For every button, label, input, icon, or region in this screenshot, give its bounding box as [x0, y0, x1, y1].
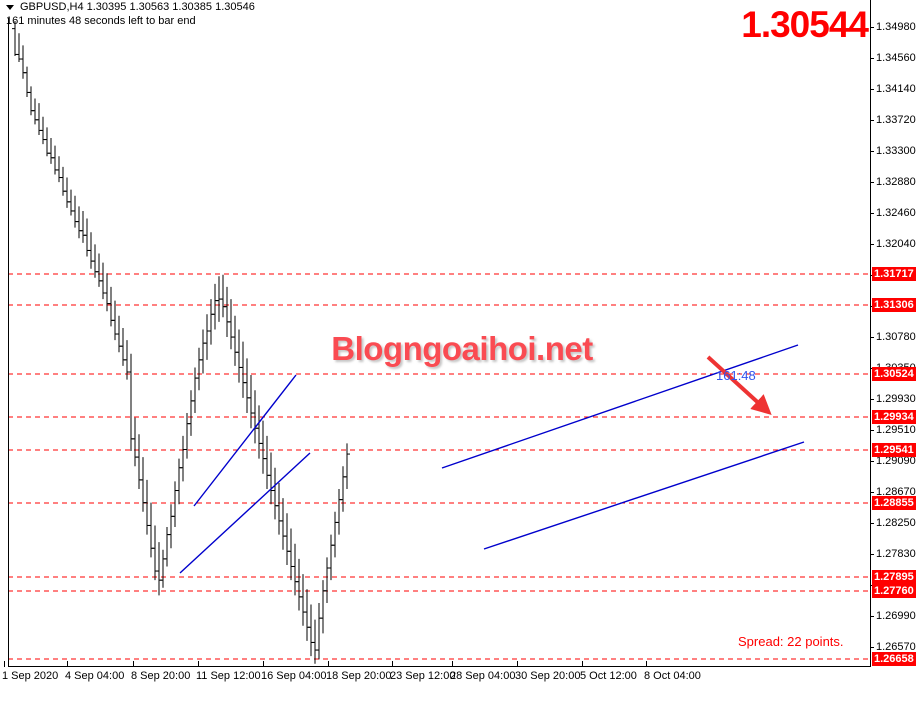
price-level-label[interactable]: 1.26658: [872, 652, 916, 666]
price-tick-label: 1.29510: [876, 424, 916, 436]
price-tick-mark: [870, 337, 874, 338]
time-tick-mark: [392, 661, 393, 667]
channel-2-lower[interactable]: [483, 441, 805, 550]
price-tick-label: 1.33720: [876, 114, 916, 126]
time-tick-label: 8 Oct 04:00: [644, 670, 701, 682]
time-tick-label: 23 Sep 12:00: [390, 670, 456, 682]
price-tick-mark: [870, 151, 874, 152]
price-tick-label: 1.28670: [876, 486, 916, 498]
price-tick-mark: [870, 58, 874, 59]
price-tick-mark: [870, 182, 874, 183]
time-tick-mark: [4, 661, 5, 667]
price-tick-label: 1.34560: [876, 52, 916, 64]
price-level-label[interactable]: 1.31306: [872, 298, 916, 312]
channel-1-upper[interactable]: [193, 374, 297, 507]
price-tick-label: 1.26990: [876, 610, 916, 622]
time-tick-mark: [328, 661, 329, 667]
time-tick-mark: [198, 661, 199, 667]
channel-2-upper[interactable]: [441, 344, 799, 469]
time-tick-mark: [646, 661, 647, 667]
chart-plot-area[interactable]: [8, 18, 870, 666]
time-tick-mark: [133, 661, 134, 667]
price-level-label[interactable]: 1.27895: [872, 570, 916, 584]
price-tick-mark: [870, 213, 874, 214]
time-axis[interactable]: 1 Sep 2020 4 Sep 04:00 8 Sep 20:00 11 Sep 1…: [0, 661, 870, 690]
caret-down-icon[interactable]: [6, 5, 14, 10]
price-level-label[interactable]: 1.28855: [872, 496, 916, 510]
time-tick-label: 16 Sep 04:00: [261, 670, 327, 682]
price-level-label[interactable]: 1.29541: [872, 443, 916, 457]
time-tick-mark: [67, 661, 68, 667]
price-tick-label: 1.29090: [876, 455, 916, 467]
price-tick-mark: [870, 430, 874, 431]
price-level-label[interactable]: 1.27760: [872, 584, 916, 598]
time-tick-label: 4 Sep 04:00: [65, 670, 125, 682]
site-watermark: Blogngoaihoi.net: [331, 330, 593, 367]
time-tick-label: 30 Sep 20:00: [515, 670, 581, 682]
price-tick-mark: [870, 244, 874, 245]
time-tick-mark: [517, 661, 518, 667]
price-level-label[interactable]: 1.30524: [872, 367, 916, 381]
time-tick-label: 5 Oct 12:00: [580, 670, 637, 682]
spread-note: Spread: 22 points.: [738, 634, 844, 649]
price-level-label[interactable]: 1.31717: [872, 267, 916, 281]
price-tick-mark: [870, 523, 874, 524]
price-tick-mark: [870, 461, 874, 462]
time-tick-mark: [263, 661, 264, 667]
price-tick-label: 1.32460: [876, 207, 916, 219]
bar-timer-text: 161 minutes 48 seconds left to bar end: [6, 15, 196, 27]
countdown-annotation-label: 161:48: [716, 368, 756, 383]
price-tick-mark: [870, 27, 874, 28]
entry-arrow[interactable]: [706, 355, 772, 416]
plot-left-border: [8, 18, 9, 666]
price-axis[interactable]: 1.34980 1.34560 1.34140 1.33720 1.33300 1.328…: [870, 0, 924, 667]
price-tick-mark: [870, 492, 874, 493]
ohlc-bars: [12, 21, 350, 664]
symbol-timeframe-ohlc: GBPUSD,H4 1.30395 1.30563 1.30385 1.3054…: [20, 1, 255, 13]
time-tick-label: 28 Sep 04:00: [450, 670, 516, 682]
chart-header: GBPUSD,H4 1.30395 1.30563 1.30385 1.3054…: [6, 1, 255, 14]
price-tick-label: 1.27830: [876, 548, 916, 560]
price-tick-label: 1.29930: [876, 393, 916, 405]
price-tick-label: 1.30780: [876, 331, 916, 343]
time-tick-label: 11 Sep 12:00: [196, 670, 261, 682]
time-tick-mark: [452, 661, 453, 667]
price-tick-mark: [870, 89, 874, 90]
time-tick-label: 1 Sep 2020: [2, 670, 59, 682]
price-tick-label: 1.34980: [876, 21, 916, 33]
price-tick-label: 1.32040: [876, 238, 916, 250]
price-tick-label: 1.32880: [876, 176, 916, 188]
plot-right-border: [870, 0, 871, 667]
price-level-label[interactable]: 1.29934: [872, 410, 916, 424]
plot-bottom-border: [8, 666, 870, 667]
price-tick-label: 1.28250: [876, 517, 916, 529]
last-price-display: 1.30544: [741, 4, 869, 45]
time-tick-label: 18 Sep 20:00: [326, 670, 392, 682]
price-tick-mark: [870, 399, 874, 400]
price-tick-mark: [870, 554, 874, 555]
price-tick-label: 1.26570: [876, 641, 916, 653]
price-tick-label: 1.34140: [876, 83, 916, 95]
price-tick-mark: [870, 120, 874, 121]
price-tick-mark: [870, 616, 874, 617]
channel-1-lower[interactable]: [179, 452, 311, 574]
price-tick-mark: [870, 647, 874, 648]
time-tick-mark: [582, 661, 583, 667]
time-tick-label: 8 Sep 20:00: [131, 670, 191, 682]
price-tick-label: 1.33300: [876, 145, 916, 157]
chart-canvas: [8, 21, 870, 664]
